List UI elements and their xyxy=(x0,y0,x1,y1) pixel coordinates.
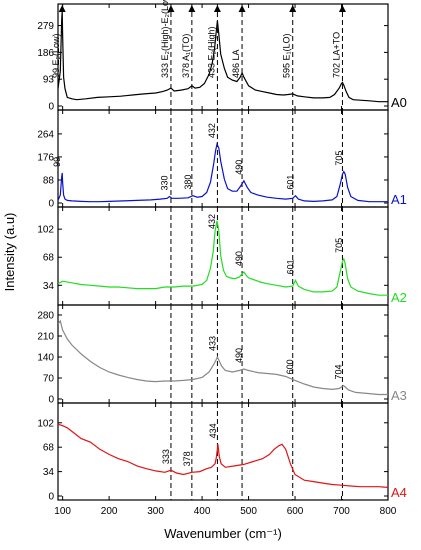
y-tick-label: 102 xyxy=(37,225,54,236)
x-tick-label: 400 xyxy=(194,506,211,517)
series-line-a3 xyxy=(58,319,388,396)
y-tick-label: 70 xyxy=(43,374,55,385)
y-tick-label: 34 xyxy=(43,467,55,478)
y-tick-label: 0 xyxy=(48,102,54,113)
x-tick-label: 100 xyxy=(54,506,71,517)
peak-label: 432 xyxy=(207,123,217,138)
y-tick-label: 279 xyxy=(37,21,54,32)
reference-label: 702 LA+TO xyxy=(331,32,341,78)
y-tick-label: 264 xyxy=(37,129,54,140)
reference-arrow-icon xyxy=(188,5,196,12)
reference-label: 99 E₂(Low) xyxy=(51,33,61,78)
panel-label: A1 xyxy=(391,192,407,207)
x-tick-label: 300 xyxy=(147,506,164,517)
y-axis-title: Intensity (a.u) xyxy=(2,213,17,292)
y-tick-label: 102 xyxy=(37,418,54,429)
peak-label: 601 xyxy=(286,175,296,190)
reference-arrow-icon xyxy=(58,5,66,12)
panel-a0: 0 93 186 279 A0 333 E₂(High)-E₂(Low) 378 A₁(TO… xyxy=(37,0,407,113)
reference-label: 486 LA xyxy=(231,49,241,78)
series-line-a2 xyxy=(58,220,388,296)
peak-label: 490 xyxy=(234,160,244,175)
peak-label: 705 xyxy=(334,238,344,253)
panel-label: A4 xyxy=(391,485,407,500)
reference-arrow-icon xyxy=(238,5,246,12)
x-tick-label: 200 xyxy=(101,506,118,517)
peak-label: 330 xyxy=(160,175,170,190)
peak-label: 490 xyxy=(234,251,244,266)
reference-label: 378 A₁(TO) xyxy=(181,34,191,78)
peak-label: 333 xyxy=(161,449,171,464)
reference-arrow-icon xyxy=(167,5,175,12)
panel-a4: 0 34 68 102 A4 333 378 434 xyxy=(37,402,407,503)
x-axis-title: Wavenumber (cm⁻¹) xyxy=(164,526,282,541)
x-tick-label: 500 xyxy=(240,506,257,517)
y-tick-label: 186 xyxy=(37,48,54,59)
series-line-a0 xyxy=(58,10,388,103)
x-tick-label: 700 xyxy=(333,506,350,517)
y-tick-label: 280 xyxy=(37,311,54,322)
panel-frame xyxy=(57,402,389,501)
peak-label: 380 xyxy=(183,175,193,190)
peak-label: 490 xyxy=(234,348,244,363)
reference-arrow-icon xyxy=(289,5,297,12)
peak-label: 99 xyxy=(52,157,62,167)
peak-label: 378 xyxy=(182,451,192,466)
y-tick-label: 140 xyxy=(37,353,54,364)
panel-a3: 0 70 140 210 280 A3 433 490 600 704 xyxy=(37,304,407,406)
reference-label: 595 E₁(LO) xyxy=(282,33,292,78)
panels-group: 0 93 186 279 A0 333 E₂(High)-E₂(Low) 378 A₁(TO… xyxy=(37,0,407,503)
y-tick-label: 34 xyxy=(43,281,55,292)
y-tick-label: 88 xyxy=(43,175,55,186)
reference-label: 333 E₂(High)-E₂(Low) xyxy=(160,0,170,78)
peak-label: 705 xyxy=(334,151,344,166)
panel-label: A3 xyxy=(391,388,407,403)
peak-label: 434 xyxy=(208,423,218,438)
y-tick-label: 68 xyxy=(43,443,55,454)
y-tick-label: 0 xyxy=(48,199,54,210)
peak-label: 600 xyxy=(285,359,295,374)
reference-label: 433 E₂(High) xyxy=(206,26,216,78)
y-tick-label: 176 xyxy=(37,152,54,163)
x-tick-label: 600 xyxy=(287,506,304,517)
panel-frame xyxy=(57,206,389,306)
series-line-a4 xyxy=(58,423,388,488)
peak-label: 432 xyxy=(207,214,217,229)
x-axis: 100 200 300 400 500 600 700 800 xyxy=(54,506,396,517)
series-line-a1 xyxy=(58,142,388,203)
x-tick-label: 800 xyxy=(380,506,397,517)
y-tick-label: 0 xyxy=(48,492,54,503)
panel-label: A0 xyxy=(391,95,407,110)
y-tick-label: 210 xyxy=(37,332,54,343)
peak-label: 601 xyxy=(286,259,296,274)
panel-a1: 0 88 176 264 A1 99 330 380 432 490 601 705 xyxy=(37,109,407,210)
y-tick-label: 0 xyxy=(48,395,54,406)
reference-arrow-icon xyxy=(213,5,221,12)
y-tick-label: 93 xyxy=(43,75,55,86)
panel-label: A2 xyxy=(391,290,407,305)
panel-a2: 34 68 102 A2 432 490 601 705 xyxy=(37,206,407,306)
peak-label: 433 xyxy=(207,336,217,351)
reference-arrow-icon xyxy=(338,5,346,12)
y-tick-label: 68 xyxy=(43,253,55,264)
peak-label: 704 xyxy=(333,364,343,379)
